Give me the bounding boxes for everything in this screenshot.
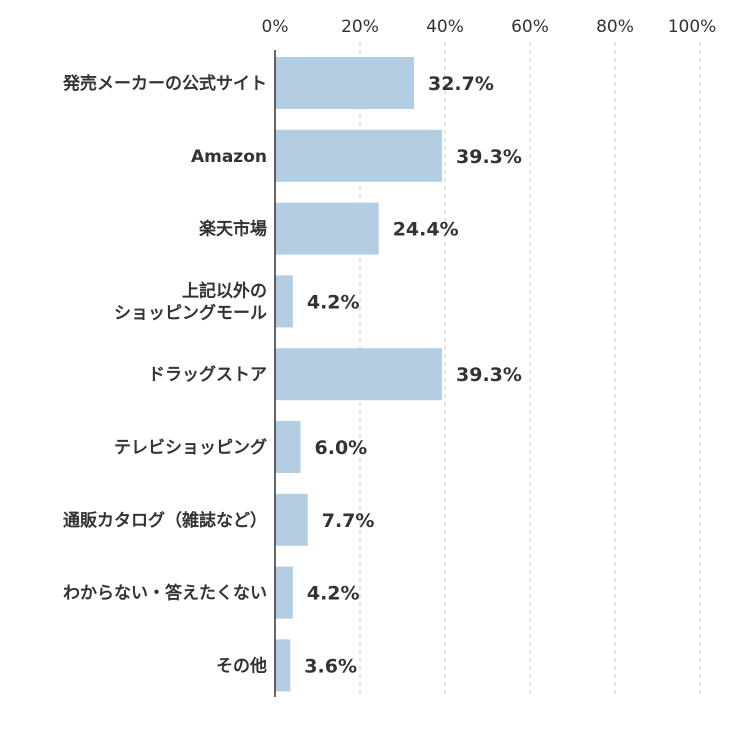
category-label: 楽天市場: [199, 219, 267, 240]
x-tick-label: 40%: [426, 17, 464, 37]
category-label: 通販カタログ（雑誌など）: [63, 510, 267, 531]
value-label: 32.7%: [428, 73, 494, 95]
value-label: 39.3%: [456, 364, 522, 386]
category-labels: 発売メーカーの公式サイト Amazon 楽天市場上記以外のショッピングモールドラッグ…: [62, 73, 267, 676]
bar: [275, 202, 379, 255]
bar: [275, 348, 443, 401]
category-label: わからない・答えたくない: [63, 583, 267, 604]
bar: [275, 493, 308, 546]
bars: [275, 57, 443, 692]
bar: [275, 421, 301, 473]
x-tick-label: 20%: [341, 17, 379, 37]
category-label: ドラッグストア: [148, 364, 267, 385]
bar: [275, 129, 443, 182]
category-label: ショッピングモール: [114, 302, 267, 323]
bar: [275, 639, 291, 692]
bar: [275, 566, 293, 619]
x-tick-label: 0%: [262, 17, 289, 37]
value-label: 3.6%: [304, 655, 357, 677]
value-label: 39.3%: [456, 146, 522, 168]
value-label: 4.2%: [307, 291, 360, 313]
gridlines: [359, 42, 701, 697]
value-label: 24.4%: [393, 219, 459, 241]
category-label: Amazon: [191, 147, 267, 167]
bar: [275, 57, 414, 109]
category-label: 上記以外の: [182, 280, 267, 301]
value-labels: 32.7% 39.3% 24.4% 4.2% 39.3% 6.0% 7.7% 4.2% 3.6%: [304, 73, 522, 677]
category-label: その他: [216, 655, 267, 676]
x-tick-label: 100%: [668, 17, 717, 37]
x-axis-ticks: 0% 20% 40% 60% 80% 100%: [262, 17, 717, 37]
value-label: 7.7%: [322, 510, 375, 532]
x-tick-label: 60%: [511, 17, 549, 37]
x-tick-label: 80%: [596, 17, 634, 37]
value-label: 6.0%: [315, 437, 368, 459]
category-label: 発売メーカーの公式サイト: [62, 73, 267, 94]
category-label: テレビショッピング: [114, 437, 267, 458]
bar: [275, 275, 293, 328]
value-label: 4.2%: [307, 583, 360, 605]
